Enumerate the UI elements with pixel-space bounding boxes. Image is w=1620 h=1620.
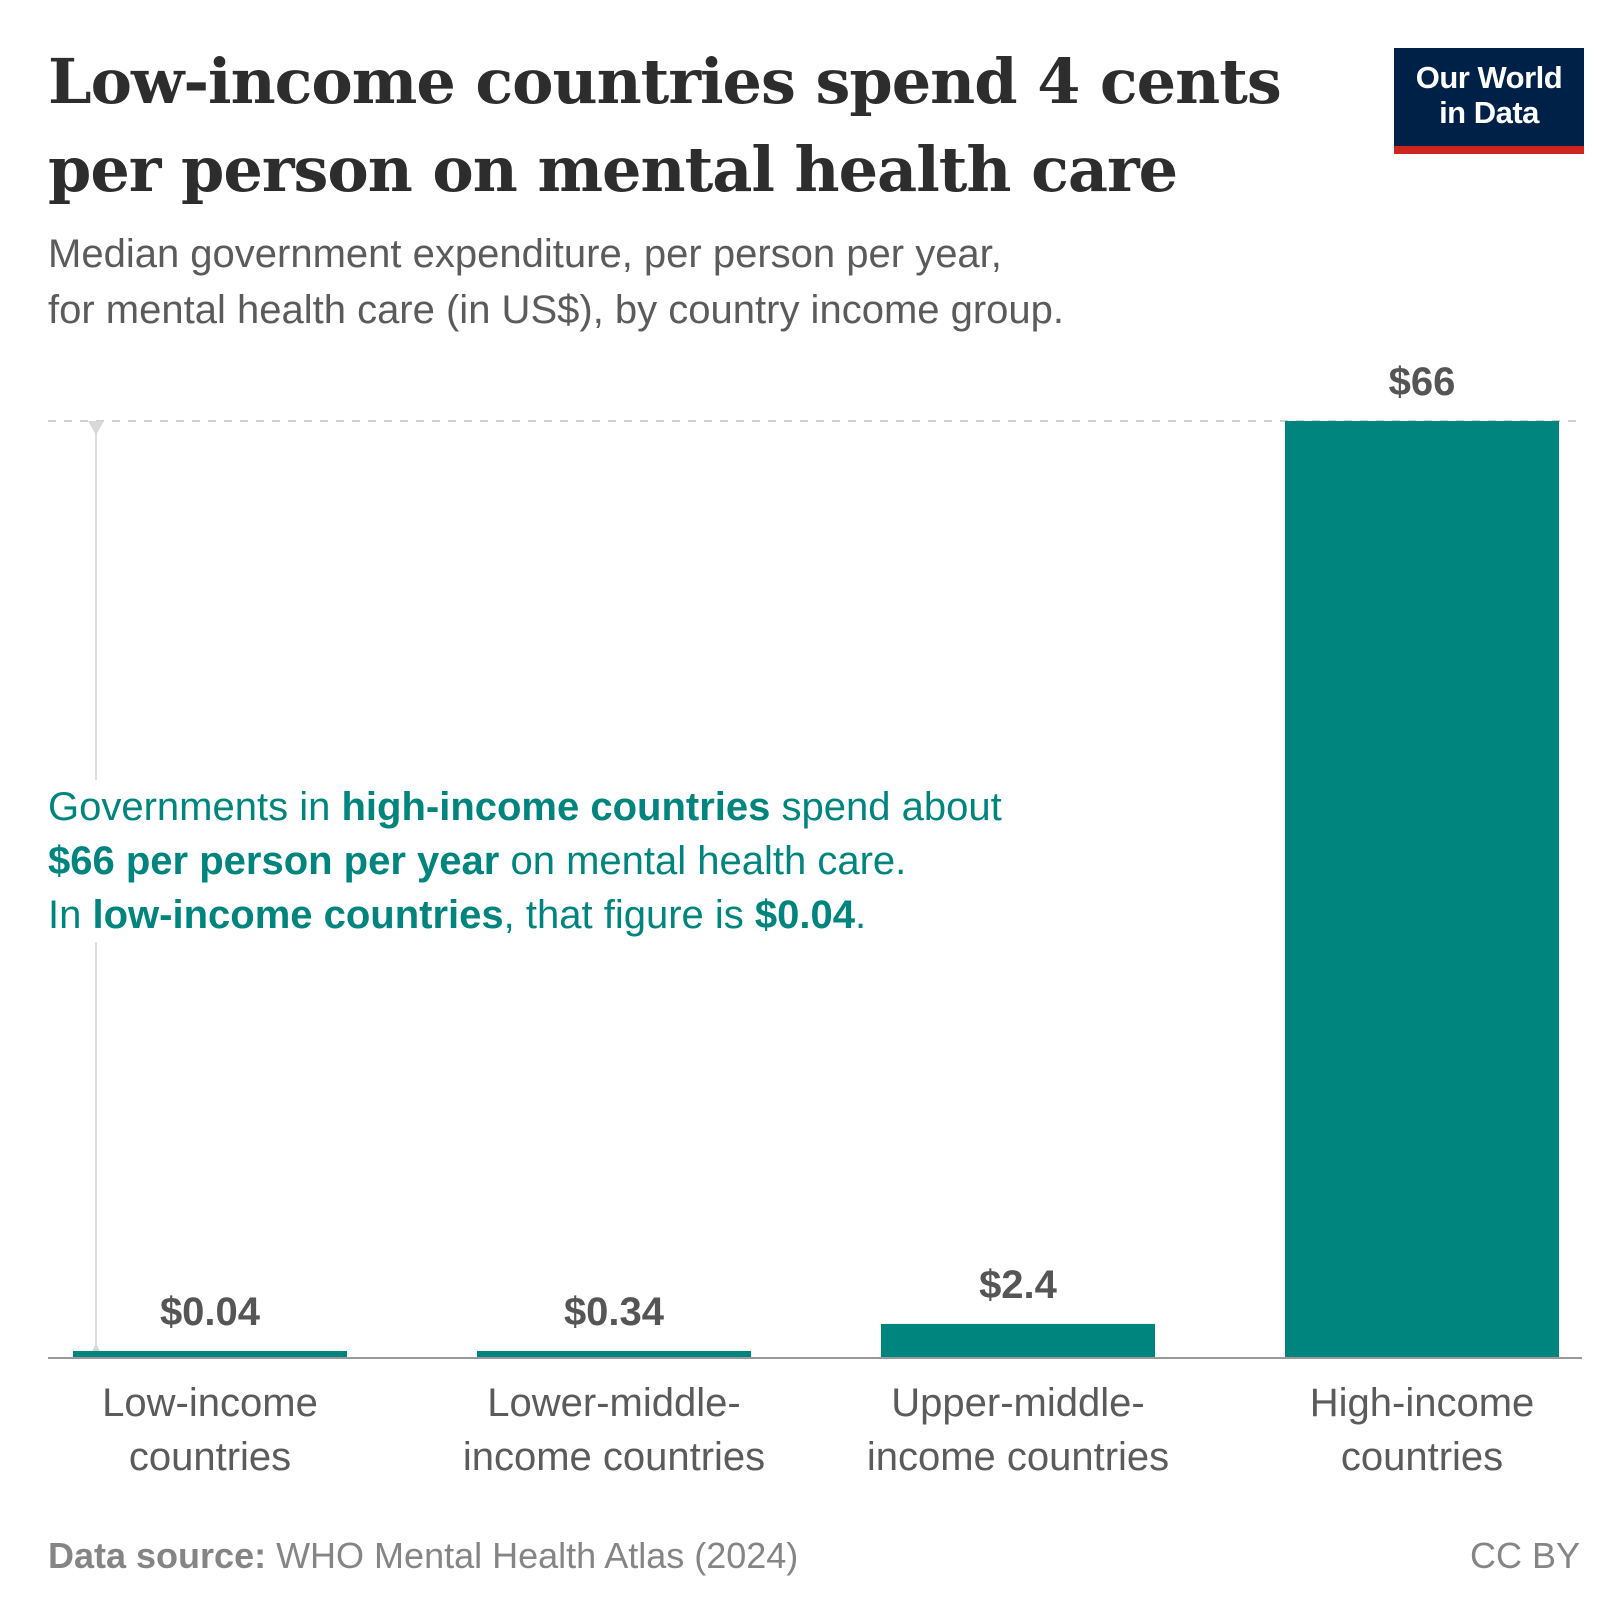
license-label[interactable]: CC BY (1469, 1535, 1580, 1576)
annotation-text: , that figure is (503, 893, 755, 937)
chart-title: Low-income countries spend 4 cents per p… (48, 38, 1328, 214)
our-world-in-data-logo[interactable]: Our World in Data (1394, 48, 1584, 154)
category-label: income countries (867, 1435, 1169, 1479)
logo-line-1: Our World (1415, 60, 1563, 95)
chart-subtitle: Median government expenditure, per perso… (48, 226, 1298, 338)
annotation-paragraph-2: In low-income countries, that figure is … (48, 888, 867, 942)
category-label: Lower-middle- (487, 1381, 740, 1425)
data-source-text: WHO Mental Health Atlas (2024) (266, 1535, 799, 1576)
bar-value-label: $2.4 (979, 1263, 1058, 1307)
logo-accent-bar (1394, 146, 1584, 154)
annotation-highlight: $0.04 (754, 893, 855, 937)
bar-value-label: $0.34 (564, 1290, 665, 1334)
subtitle-line-1: Median government expenditure, per perso… (48, 232, 1002, 276)
category-label: Low-income (102, 1381, 318, 1425)
annotation-text: on mental health care. (499, 839, 907, 883)
bar-value-label: $0.04 (160, 1290, 261, 1334)
category-label: countries (129, 1435, 291, 1479)
category-label: High-income (1310, 1381, 1535, 1425)
data-source-label: Data source: (48, 1535, 267, 1576)
bar (1285, 421, 1559, 1358)
chart-annotation: Governments in high-income countries spe… (48, 780, 1108, 942)
annotation-text: In (48, 893, 93, 937)
annotation-text: . (855, 893, 867, 937)
bar (881, 1323, 1155, 1358)
category-label: Upper-middle- (891, 1381, 1144, 1425)
annotation-text: spend about (770, 785, 1002, 829)
logo-text: Our World in Data (1394, 60, 1584, 130)
bar (73, 1351, 347, 1358)
logo-line-2: in Data (1439, 95, 1539, 130)
annotation-highlight: $66 per person per year (48, 839, 500, 883)
range-bracket-top-arrow (88, 421, 104, 435)
bar (477, 1351, 751, 1358)
category-label: income countries (463, 1435, 765, 1479)
annotation-highlight: low-income countries (92, 893, 504, 937)
chart-title-text: Low-income countries spend 4 cents per p… (48, 45, 1282, 206)
annotation-paragraph-1: Governments in high-income countries spe… (48, 780, 1002, 888)
data-source: Data source: WHO Mental Health Atlas (20… (48, 1535, 798, 1577)
subtitle-line-2: for mental health care (in US$), by coun… (48, 288, 1065, 332)
bar-value-label: $66 (1389, 360, 1456, 404)
annotation-text: Governments in (48, 785, 342, 829)
annotation-highlight: high-income countries (341, 785, 771, 829)
category-label: countries (1341, 1435, 1503, 1479)
